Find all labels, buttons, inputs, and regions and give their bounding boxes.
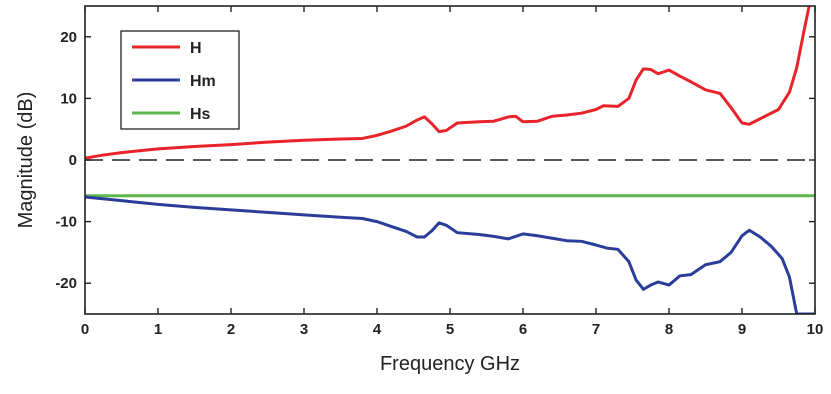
x-tick-label: 5	[446, 321, 454, 338]
x-tick-label: 4	[373, 321, 382, 338]
x-tick-label: 10	[807, 321, 824, 338]
y-axis-label: Magnitude (dB)	[15, 92, 37, 229]
x-tick-label: 3	[300, 321, 308, 338]
x-tick-label: 8	[665, 321, 673, 338]
x-tick-label: 9	[738, 321, 746, 338]
y-tick-label: 0	[69, 152, 77, 169]
legend-label-hm: Hm	[190, 73, 216, 90]
y-tick-label: 10	[60, 90, 77, 107]
x-axis-label: Frequency GHz	[380, 353, 520, 375]
legend-label-hs: Hs	[190, 106, 211, 123]
x-tick-label: 0	[81, 321, 89, 338]
legend-label-h: H	[190, 40, 202, 57]
x-tick-label: 7	[592, 321, 600, 338]
x-tick-label: 6	[519, 321, 527, 338]
series-line-hm	[85, 195, 815, 314]
series-line-h	[85, 6, 811, 160]
y-tick-label: 20	[60, 29, 77, 46]
y-tick-label: -10	[55, 214, 77, 231]
series-layer	[85, 6, 815, 314]
x-tick-label: 1	[154, 321, 162, 338]
x-tick-label: 2	[227, 321, 235, 338]
y-tick-label: -20	[55, 275, 77, 292]
ticks-layer: 0 1 2 3 4 5 6 7 8 9 10 -20 -10 0 10 20	[55, 6, 823, 338]
legend: H Hm Hs	[120, 30, 240, 130]
